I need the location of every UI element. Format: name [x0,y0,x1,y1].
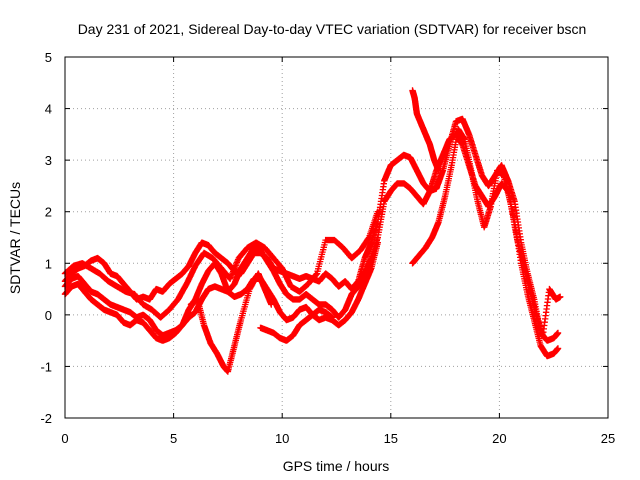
series-track-2 [61,131,562,360]
series-track-8 [409,126,564,339]
series-track-6 [257,306,336,344]
data-point-markers [257,306,336,344]
y-tick-label: -2 [40,411,52,426]
y-tick-label: -1 [40,359,52,374]
chart-title: Day 231 of 2021, Sidereal Day-to-day VTE… [78,21,587,37]
x-tick-label: 5 [170,431,177,446]
data-point-markers [187,270,275,375]
y-tick-label: 5 [45,50,52,65]
x-tick-label: 15 [384,431,398,446]
series-track-7 [409,87,442,174]
series-track-5 [187,270,275,375]
x-axis-ticks: 0 5 10 15 20 25 [61,57,615,446]
x-tick-label: 25 [601,431,615,446]
y-tick-label: 1 [45,256,52,271]
data-point-markers [409,126,564,339]
y-tick-label: 2 [45,205,52,220]
y-axis-ticks: -2 -1 0 1 2 3 4 5 [40,50,608,426]
data-point-markers [409,87,442,174]
x-tick-label: 20 [492,431,506,446]
y-axis-label: SDTVAR / TECUs [7,182,23,294]
y-tick-label: 0 [45,308,52,323]
x-tick-label: 10 [275,431,289,446]
y-tick-label: 3 [45,153,52,168]
grid-lines [65,57,608,418]
data-series [61,87,564,375]
y-tick-label: 4 [45,102,52,117]
x-tick-label: 0 [61,431,68,446]
data-point-markers [61,131,562,360]
x-axis-label: GPS time / hours [283,458,390,474]
plot-frame [64,56,609,419]
